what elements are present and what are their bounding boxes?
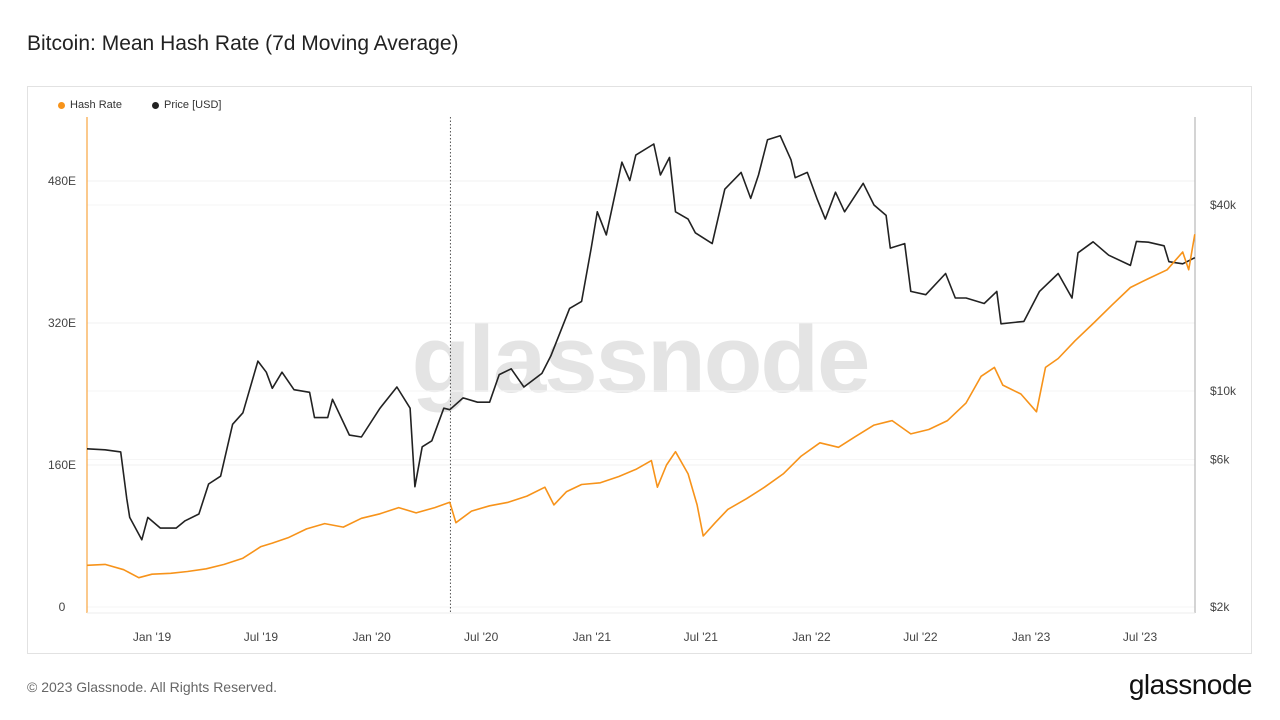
x-tick-label: Jul '23 xyxy=(1123,630,1158,644)
y-left-tick-label: 0 xyxy=(59,600,66,614)
x-tick-label: Jul '19 xyxy=(244,630,279,644)
watermark: glassnode xyxy=(412,306,869,413)
legend-item-hash-rate[interactable]: Hash Rate xyxy=(58,99,122,111)
y-right-tick-label: $6k xyxy=(1210,453,1230,467)
x-tick-label: Jan '23 xyxy=(1012,630,1051,644)
x-tick-label: Jan '21 xyxy=(573,630,612,644)
glassnode-logo: glassnode xyxy=(1128,669,1253,700)
y-right-tick-label: $10k xyxy=(1210,384,1237,398)
y-right-tick-label: $40k xyxy=(1210,198,1237,212)
legend-label: Price [USD] xyxy=(163,99,222,111)
x-tick-label: Jan '22 xyxy=(792,630,831,644)
x-tick-label: Jan '19 xyxy=(133,630,172,644)
y-left-tick-label: 160E xyxy=(48,458,76,472)
hash-rate-line xyxy=(86,234,1196,579)
x-tick-label: Jul '21 xyxy=(684,630,719,644)
hash-rate-dot-icon xyxy=(58,101,65,109)
legend-item-price[interactable]: Price [USD] xyxy=(151,99,222,111)
copyright: © 2023 Glassnode. All Rights Reserved. xyxy=(27,679,278,695)
price-line xyxy=(86,134,1196,541)
legend: Hash Rate Price [USD] xyxy=(58,99,221,111)
y-left-tick-label: 320E xyxy=(48,316,76,330)
x-tick-label: Jul '20 xyxy=(464,630,499,644)
legend-label: Hash Rate xyxy=(70,99,122,111)
y-left-tick-label: 480E xyxy=(48,174,76,188)
y-right-tick-label: $2k xyxy=(1210,600,1230,614)
x-tick-label: Jan '20 xyxy=(352,630,391,644)
price-dot-icon xyxy=(151,101,159,109)
chart-frame xyxy=(27,86,1252,654)
chart-title: Bitcoin: Mean Hash Rate (7d Moving Avera… xyxy=(27,32,459,55)
x-tick-label: Jul '22 xyxy=(903,630,938,644)
